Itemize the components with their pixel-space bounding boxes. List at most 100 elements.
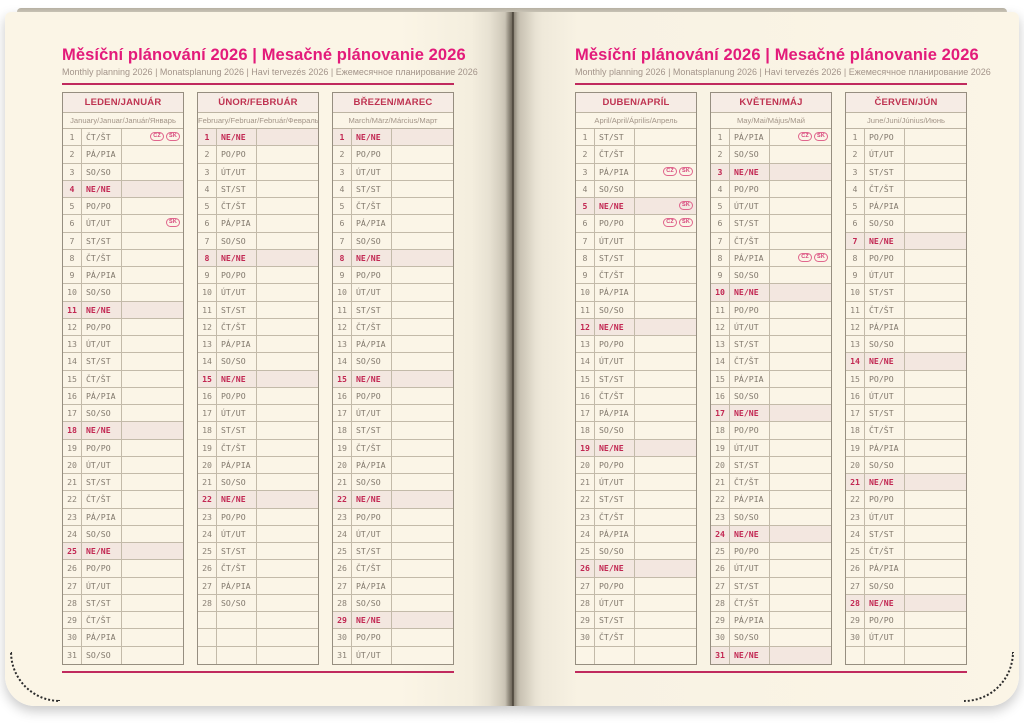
day-row-sunday: 1 NE/NE — [198, 129, 318, 147]
notes-cell — [905, 164, 966, 180]
day-row: 12 ČT/ŠT — [333, 318, 453, 336]
day-number: 10 — [846, 284, 865, 301]
notes-cell — [770, 302, 831, 318]
weekday-abbrev: ČT/ŠT — [82, 491, 122, 508]
day-row — [198, 612, 318, 630]
weekday-abbrev: ČT/ŠT — [352, 198, 392, 215]
day-number — [846, 646, 865, 664]
page-right: Měsíční plánování 2026 | Mesačné plánova… — [512, 12, 1019, 706]
weekday-abbrev: ÚT/UT — [82, 215, 122, 232]
holiday-badge-sk: SK — [165, 132, 180, 141]
day-number: 11 — [576, 301, 595, 318]
day-row: 31 ÚT/UT — [333, 646, 453, 664]
months-row-right: DUBEN/APRÍL April/April/Április/Апрель 1… — [575, 92, 967, 665]
day-number: 22 — [711, 491, 730, 508]
day-number: 16 — [63, 387, 82, 404]
day-row: 9 ČT/ŠT — [576, 267, 696, 285]
notes-cell — [770, 233, 831, 249]
day-row: 21 ÚT/UT — [576, 474, 696, 492]
day-number: 15 — [333, 370, 352, 387]
weekday-abbrev: PÁ/PIA — [865, 198, 905, 215]
weekday-abbrev: NE/NE — [82, 422, 122, 439]
day-row-sunday: 22 NE/NE — [198, 491, 318, 509]
weekday-abbrev: ÚT/UT — [352, 163, 392, 180]
holiday-badge-cz: CZ — [150, 132, 164, 141]
day-row: 25 ST/ST — [198, 543, 318, 561]
day-row: 30 ČT/ŠT — [576, 629, 696, 647]
notes-cell — [122, 284, 183, 300]
day-row: 10 SO/SO — [63, 284, 183, 302]
notes-cell — [770, 526, 831, 542]
day-row: 28 SO/SO — [333, 594, 453, 612]
weekday-abbrev: PO/PO — [352, 146, 392, 163]
notes-cell: CZ SK — [770, 129, 831, 145]
notes-cell — [635, 353, 696, 369]
month-day-rows: 1 PÁ/PIA CZ SK 2 SO/SO 3 NE/NE 4 PO/PO 5 ÚT/UT 6 ST/S… — [711, 129, 831, 664]
day-number: 23 — [333, 508, 352, 525]
day-row: 20 PÁ/PIA — [333, 456, 453, 474]
notes-cell — [905, 267, 966, 283]
weekday-abbrev: ČT/ŠT — [352, 318, 392, 335]
day-row: 23 PO/PO — [198, 508, 318, 526]
notes-cell — [257, 647, 318, 664]
weekday-abbrev: NE/NE — [595, 439, 635, 456]
notes-cell — [770, 353, 831, 369]
day-number: 21 — [711, 474, 730, 491]
day-number: 9 — [576, 267, 595, 284]
weekday-abbrev: NE/NE — [82, 301, 122, 318]
weekday-abbrev: ČT/ŠT — [217, 198, 257, 215]
page-subtitle: Monthly planning 2026 | Monatsplanung 20… — [575, 67, 991, 77]
notes-cell — [257, 474, 318, 490]
day-number: 11 — [198, 301, 217, 318]
day-number: 22 — [63, 491, 82, 508]
day-number: 1 — [333, 129, 352, 146]
notes-cell — [257, 595, 318, 611]
weekday-abbrev: ČT/ŠT — [595, 387, 635, 404]
day-number: 29 — [711, 612, 730, 629]
day-row-sunday: 14 NE/NE — [846, 353, 966, 371]
day-row: 8 PÁ/PIA CZ SK — [711, 249, 831, 267]
day-number: 25 — [576, 543, 595, 560]
day-number: 30 — [333, 629, 352, 646]
day-row: 16 ÚT/UT — [846, 387, 966, 405]
day-row: 16 ČT/ŠT — [576, 387, 696, 405]
notes-cell — [257, 491, 318, 507]
notes-cell — [905, 405, 966, 421]
day-row: 7 ST/ST — [63, 232, 183, 250]
weekday-abbrev: ÚT/UT — [730, 439, 770, 456]
month-table-february: ÚNOR/FEBRUÁR February/Februar/Február/Фе… — [197, 92, 319, 665]
notes-cell — [635, 388, 696, 404]
weekday-abbrev: NE/NE — [217, 370, 257, 387]
day-row: 11 SO/SO — [576, 301, 696, 319]
day-row: 13 PÁ/PIA — [198, 336, 318, 354]
notes-cell — [257, 612, 318, 628]
weekday-abbrev: ÚT/UT — [352, 646, 392, 664]
day-row: 7 SO/SO — [333, 232, 453, 250]
month-table-may: KVĚTEN/MÁJ May/Mai/Május/Май 1 PÁ/PIA CZ SK… — [710, 92, 832, 665]
notes-cell — [905, 612, 966, 628]
weekday-abbrev: NE/NE — [352, 491, 392, 508]
weekday-abbrev: ČT/ŠT — [217, 439, 257, 456]
day-row-sunday: 4 NE/NE — [63, 180, 183, 198]
notes-cell — [770, 491, 831, 507]
weekday-abbrev: PÁ/PIA — [352, 215, 392, 232]
day-row: 13 PO/PO — [576, 336, 696, 354]
day-row: 6 ÚT/UT SK — [63, 215, 183, 233]
day-row: 17 ÚT/UT — [198, 405, 318, 423]
weekday-abbrev: ČT/ŠT — [730, 594, 770, 611]
day-number: 24 — [198, 525, 217, 542]
day-row: 14 ST/ST — [63, 353, 183, 371]
weekday-abbrev: ÚT/UT — [352, 525, 392, 542]
weekday-abbrev: PÁ/PIA — [730, 370, 770, 387]
notes-cell — [905, 181, 966, 197]
weekday-abbrev: SO/SO — [82, 163, 122, 180]
notes-cell — [257, 405, 318, 421]
weekday-abbrev: ČT/ŠT — [82, 370, 122, 387]
day-number: 27 — [333, 577, 352, 594]
day-number: 10 — [576, 284, 595, 301]
month-table-january: LEDEN/JANUÁR January/Januar/Január/Январ… — [62, 92, 184, 665]
notes-cell — [770, 198, 831, 214]
weekday-abbrev: SO/SO — [730, 267, 770, 284]
month-day-rows: 1 NE/NE 2 PO/PO 3 ÚT/UT 4 ST/ST 5 ČT/ŠT 6 PÁ/PIA 7 SO… — [198, 129, 318, 664]
day-number: 6 — [846, 215, 865, 232]
